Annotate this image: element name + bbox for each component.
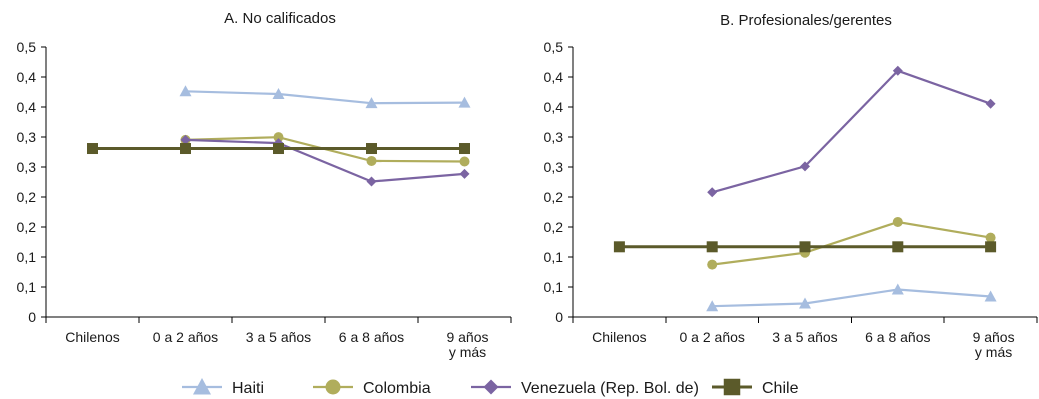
data-point-colombia	[366, 155, 377, 166]
x-tick-label: 9 años y más	[446, 329, 488, 360]
series-line-venezuela-rep-bol-de	[711, 69, 991, 194]
data-point-venezuela-rep-bol-de	[800, 161, 810, 172]
x-tick-label: 0 a 2 años	[153, 329, 218, 345]
y-tick-label: 0,4	[544, 69, 564, 85]
data-point-colombia	[985, 232, 996, 243]
series-haiti	[706, 283, 997, 312]
series-line-colombia	[712, 220, 991, 266]
y-tick-label: 0,2	[544, 219, 564, 235]
data-point-chile	[706, 241, 718, 253]
legend-marker-chile	[723, 378, 741, 396]
data-point-chile	[459, 143, 470, 155]
x-tick-label: Chilenos	[65, 329, 119, 345]
y-tick-label: 0,1	[17, 249, 37, 265]
legend-item-colombia: Colombia	[313, 379, 431, 397]
y-tick-label: 0,5	[544, 39, 564, 55]
x-tick-label: 3 a 5 años	[772, 329, 837, 345]
data-point-haiti	[272, 87, 285, 99]
y-tick-label: 0,3	[544, 159, 564, 175]
data-point-haiti	[458, 96, 471, 108]
y-tick-label: 0,5	[17, 39, 37, 55]
data-point-haiti	[984, 290, 997, 302]
legend-marker-haiti	[193, 378, 211, 395]
x-tick-label: 6 a 8 años	[865, 329, 930, 345]
data-point-colombia	[707, 259, 718, 270]
x-tick-label: 9 años y más	[973, 329, 1015, 360]
y-tick-label: 0,1	[544, 249, 564, 265]
series-chile	[613, 241, 997, 253]
data-point-chile	[892, 241, 904, 253]
x-tick-label: 6 a 8 años	[339, 329, 404, 345]
data-point-venezuela-rep-bol-de	[707, 187, 718, 198]
y-tick-label: 0,4	[17, 69, 37, 85]
series-line-venezuela-rep-bol-de	[185, 138, 465, 183]
data-point-colombia	[273, 132, 284, 143]
x-tick-label: Chilenos	[592, 329, 646, 345]
chart-title: B. Profesionales/gerentes	[720, 12, 892, 29]
data-point-chile	[180, 143, 191, 155]
y-tick-label: 0,3	[17, 129, 37, 145]
data-point-venezuela-rep-bol-de	[459, 168, 470, 179]
series-haiti	[179, 85, 471, 109]
legend-label: Chile	[762, 380, 799, 397]
series-line-haiti	[185, 90, 465, 105]
y-tick-label: 0,3	[17, 159, 37, 175]
y-tick-label: 0,1	[544, 279, 564, 295]
data-point-venezuela-rep-bol-de	[366, 176, 377, 187]
data-point-chile	[366, 143, 377, 155]
legend: Haiti Colombia Venezuela (Rep. Bol. de) Chi…	[182, 378, 799, 397]
legend-item-haiti: Haiti	[182, 378, 264, 397]
data-point-venezuela-rep-bol-de	[892, 65, 903, 76]
series-colombia	[707, 216, 996, 270]
y-tick-label: 0,2	[17, 219, 37, 235]
legend-label: Haiti	[232, 380, 264, 397]
series-venezuela-rep-bol-de	[707, 65, 996, 198]
data-point-chile	[273, 143, 284, 155]
data-point-haiti	[891, 283, 904, 295]
data-point-haiti	[706, 300, 719, 312]
x-tick-label: 0 a 2 años	[680, 329, 745, 345]
data-point-colombia	[892, 216, 903, 227]
x-tick-label: 3 a 5 años	[246, 329, 311, 345]
series-chile	[87, 143, 470, 155]
y-tick-label: 0,2	[544, 189, 564, 205]
data-point-colombia	[459, 156, 470, 167]
legend-label: Venezuela (Rep. Bol. de)	[521, 380, 699, 397]
y-tick-label: 0,4	[17, 99, 37, 115]
data-point-haiti	[365, 97, 378, 109]
panel-b: B. Profesionales/gerentes 0 0,1 0,1 0,2 0,2 0,…	[544, 12, 1038, 360]
data-point-chile	[799, 241, 811, 253]
legend-item-venezuela-rep-bol-de: Venezuela (Rep. Bol. de)	[471, 379, 699, 397]
y-tick-label: 0,1	[17, 279, 37, 295]
y-tick-label: 0,3	[544, 129, 564, 145]
data-point-chile	[613, 241, 625, 253]
data-point-chile	[985, 241, 997, 253]
series-line-haiti	[712, 288, 991, 308]
legend-marker-colombia	[325, 379, 341, 395]
data-point-haiti	[799, 297, 811, 309]
y-tick-label: 0,2	[17, 189, 37, 205]
data-point-chile	[87, 143, 98, 155]
data-point-venezuela-rep-bol-de	[985, 98, 996, 109]
chart-title: A. No calificados	[224, 10, 336, 27]
legend-marker-venezuela-rep-bol-de	[483, 379, 499, 395]
data-point-venezuela-rep-bol-de	[180, 134, 191, 145]
y-tick-label: 0	[28, 309, 36, 325]
y-tick-label: 0,4	[544, 99, 564, 115]
panel-a: A. No calificados 0 0,1 0,1 0,2 0,2 0,3 0,3 0,4 0…	[17, 10, 512, 360]
y-tick-label: 0	[555, 309, 563, 325]
legend-item-chile: Chile	[712, 378, 799, 397]
data-point-haiti	[179, 85, 192, 97]
legend-label: Colombia	[363, 380, 431, 397]
